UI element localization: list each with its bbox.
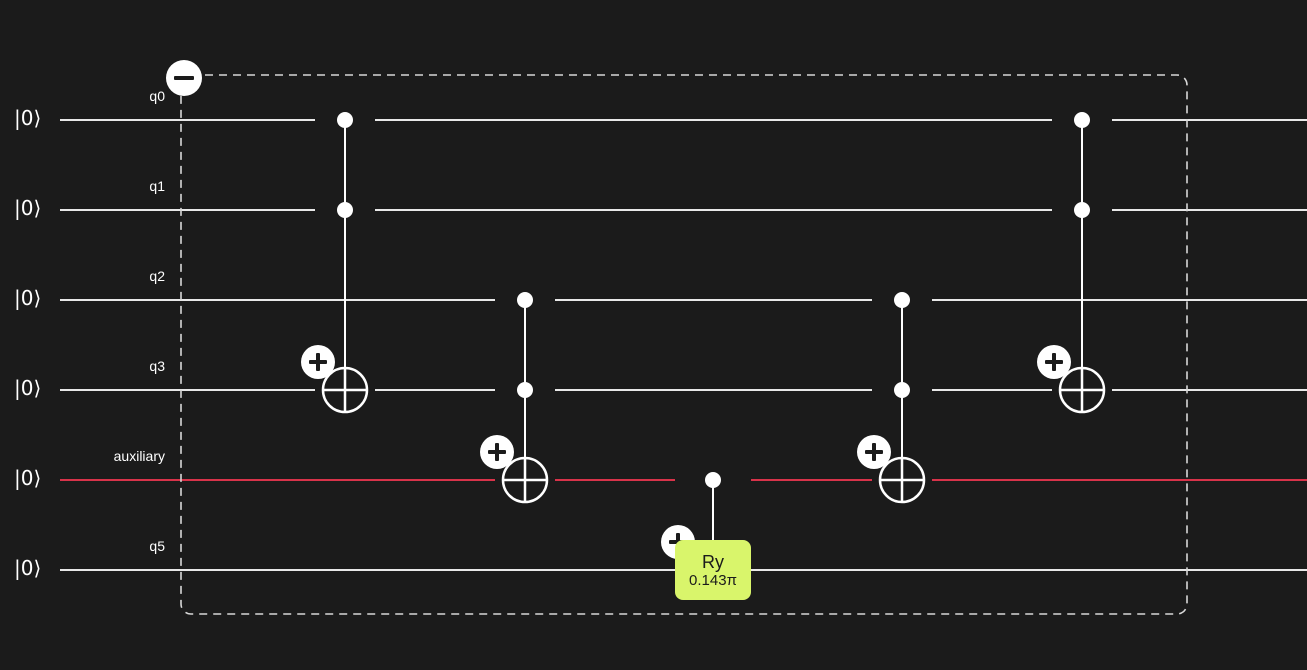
qubit-label-q0[interactable]: q0 — [149, 88, 165, 104]
collapse-group-button[interactable] — [166, 60, 202, 96]
initial-state-q0: |0⟩ — [14, 106, 42, 130]
qubit-label-auxiliary[interactable]: auxiliary — [113, 448, 165, 464]
initial-state-auxiliary: |0⟩ — [14, 466, 42, 490]
qubit-label-q2[interactable]: q2 — [149, 268, 165, 284]
control-dot — [517, 382, 533, 398]
control-dot — [705, 472, 721, 488]
ry-gate-name: Ry — [702, 552, 724, 572]
initial-state-q2: |0⟩ — [14, 286, 42, 310]
add-control-button-gate1[interactable] — [301, 345, 335, 379]
control-dot — [517, 292, 533, 308]
control-dot — [894, 292, 910, 308]
control-dot — [894, 382, 910, 398]
initial-state-q3: |0⟩ — [14, 376, 42, 400]
add-control-button-gate2[interactable] — [480, 435, 514, 469]
initial-state-q1: |0⟩ — [14, 196, 42, 220]
qubit-label-q3[interactable]: q3 — [149, 358, 165, 374]
ry-gate-parameter: 0.143π — [689, 572, 737, 589]
group-box — [180, 74, 1188, 615]
add-control-button-gate4[interactable] — [857, 435, 891, 469]
control-dot — [337, 112, 353, 128]
control-dot — [1074, 112, 1090, 128]
control-dot — [1074, 202, 1090, 218]
ry-gate[interactable]: Ry 0.143π — [675, 540, 751, 600]
initial-state-q5: |0⟩ — [14, 556, 42, 580]
control-dot — [337, 202, 353, 218]
add-control-button-gate5[interactable] — [1037, 345, 1071, 379]
qubit-label-q1[interactable]: q1 — [149, 178, 165, 194]
qubit-label-q5[interactable]: q5 — [149, 538, 165, 554]
